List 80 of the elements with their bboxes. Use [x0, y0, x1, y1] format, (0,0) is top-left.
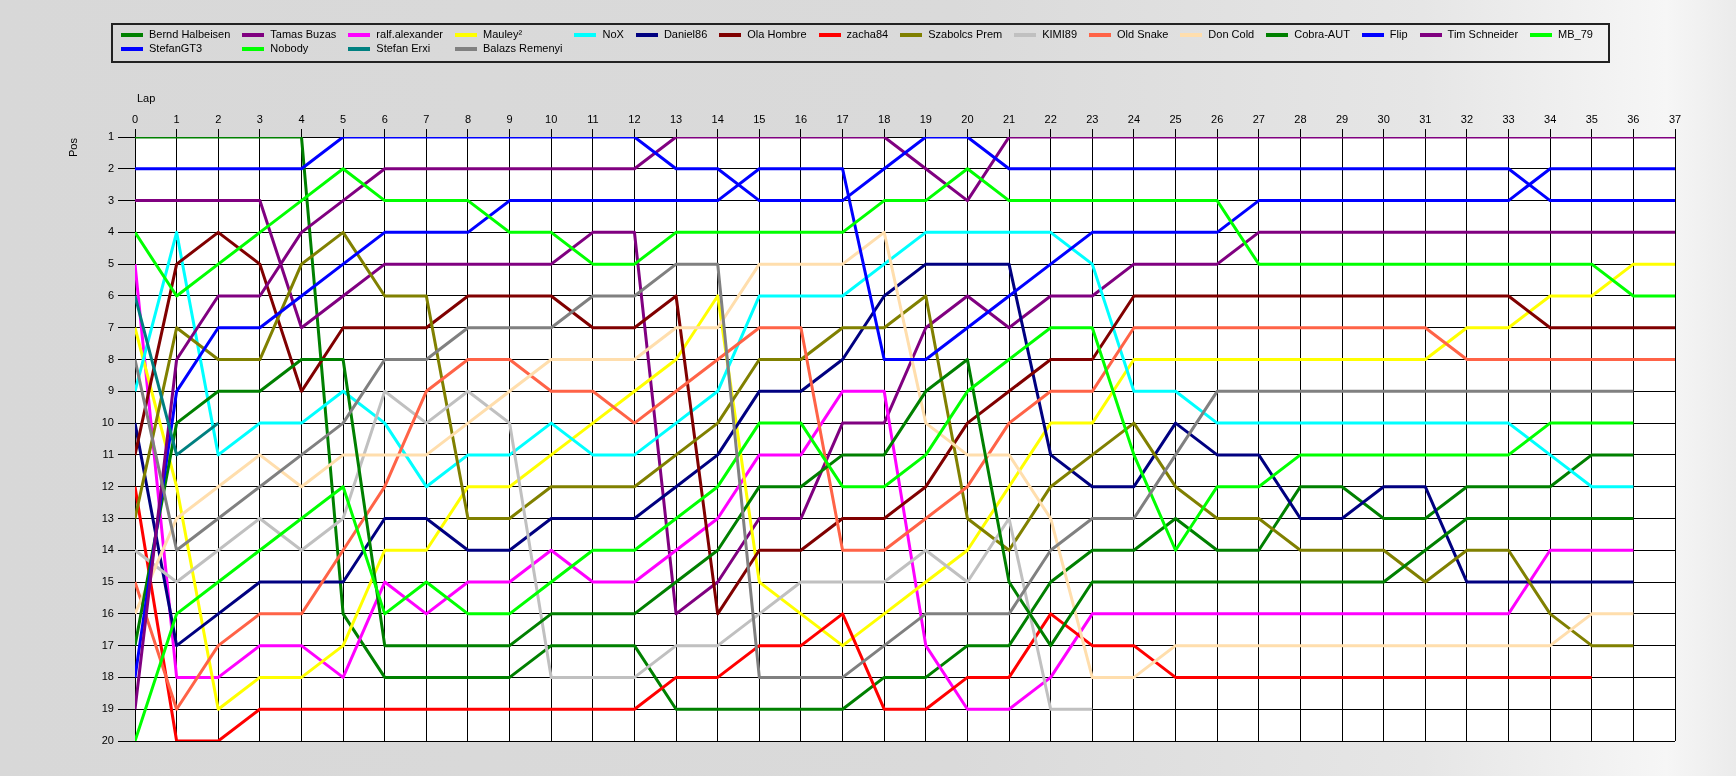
- x-axis-title: Lap: [137, 92, 156, 105]
- y-tick-label: 8: [107, 352, 114, 365]
- x-tick-label: 11: [587, 113, 599, 126]
- x-tick-label: 7: [423, 113, 430, 126]
- legend-label: Tim Schneider: [1447, 28, 1519, 41]
- y-tick-label: 15: [101, 575, 114, 588]
- legend-label: zacha84: [846, 28, 889, 41]
- x-tick-label: 25: [1169, 113, 1182, 126]
- x-tick-label: 10: [545, 113, 558, 126]
- legend-label: Daniel86: [663, 28, 708, 41]
- y-tick-label: 10: [101, 416, 114, 429]
- y-tick-label: 14: [101, 543, 114, 556]
- x-tick-label: 9: [506, 113, 513, 126]
- x-tick-label: 37: [1668, 113, 1682, 126]
- x-tick-label: 24: [1127, 113, 1141, 126]
- legend-label: Szabolcs Prem: [928, 28, 1003, 41]
- y-tick-label: 6: [107, 288, 114, 301]
- x-tick-label: 35: [1585, 113, 1598, 126]
- x-tick-label: 15: [753, 113, 766, 126]
- legend-label: Stefan Erxi: [376, 42, 431, 55]
- legend-label: Ola Hombre: [747, 28, 807, 41]
- y-tick-label: 17: [101, 638, 114, 651]
- x-tick-label: 1: [173, 113, 180, 126]
- legend-label: StefanGT3: [149, 42, 203, 55]
- y-tick-label: 3: [107, 193, 114, 206]
- x-tick-label: 16: [794, 113, 808, 126]
- legend-label: Tamas Buzas: [270, 28, 337, 41]
- x-tick-label: 13: [669, 113, 683, 126]
- legend-label: NoX: [602, 28, 625, 41]
- y-tick-label: 18: [101, 670, 114, 683]
- x-tick-label: 12: [628, 113, 641, 126]
- x-tick-label: 5: [340, 113, 347, 126]
- y-tick-label: 2: [107, 161, 114, 174]
- x-tick-label: 17: [836, 113, 849, 126]
- y-tick-label: 12: [101, 479, 114, 492]
- legend-label: Nobody: [270, 42, 309, 55]
- x-tick-label: 20: [961, 113, 974, 126]
- legend-label: Flip: [1389, 28, 1408, 41]
- x-tick-label: 34: [1544, 113, 1557, 126]
- y-tick-label: 4: [107, 225, 114, 238]
- x-tick-label: 21: [1002, 113, 1016, 126]
- x-tick-label: 19: [919, 113, 932, 126]
- y-tick-label: 5: [107, 257, 114, 270]
- legend-label: MB_79: [1558, 28, 1593, 41]
- x-tick-label: 18: [878, 113, 891, 126]
- y-tick-label: 19: [101, 702, 114, 715]
- y-axis-title: Pos: [67, 137, 80, 157]
- x-tick-label: 31: [1419, 113, 1432, 126]
- x-tick-label: 0: [131, 113, 139, 126]
- x-tick-label: 2: [215, 113, 222, 126]
- x-tick-label: 4: [298, 113, 305, 126]
- legend-label: Mauley²: [483, 28, 523, 41]
- x-tick-label: 26: [1211, 113, 1224, 126]
- y-tick-label: 20: [101, 734, 114, 747]
- x-tick-label: 14: [711, 113, 724, 126]
- x-tick-label: 27: [1252, 113, 1265, 126]
- x-tick-label: 23: [1086, 113, 1099, 126]
- legend-label: Don Cold: [1208, 28, 1255, 41]
- legend-label: ralf.alexander: [376, 28, 444, 41]
- x-tick-label: 36: [1627, 113, 1640, 126]
- y-tick-label: 9: [107, 384, 114, 397]
- y-tick-label: 16: [101, 606, 114, 619]
- x-tick-label: 8: [464, 113, 472, 126]
- x-tick-label: 3: [256, 113, 263, 126]
- x-tick-label: 33: [1502, 113, 1515, 126]
- x-tick-label: 29: [1335, 113, 1349, 126]
- legend-label: Bernd Halbeisen: [149, 28, 231, 41]
- legend-label: Cobra-AUT: [1294, 28, 1351, 41]
- y-tick-label: 1: [107, 130, 114, 143]
- y-tick-label: 11: [102, 447, 114, 460]
- legend-label: KIMI89: [1042, 28, 1078, 41]
- legend-label: Balazs Remenyi: [483, 42, 563, 55]
- legend-label: Old Snake: [1117, 28, 1169, 41]
- x-tick-label: 30: [1377, 113, 1390, 126]
- x-tick-label: 28: [1294, 113, 1307, 126]
- y-tick-label: 7: [107, 320, 114, 333]
- x-tick-label: 32: [1460, 113, 1474, 126]
- y-tick-label: 13: [101, 511, 114, 524]
- x-tick-label: 22: [1044, 113, 1057, 126]
- x-tick-label: 6: [381, 113, 388, 126]
